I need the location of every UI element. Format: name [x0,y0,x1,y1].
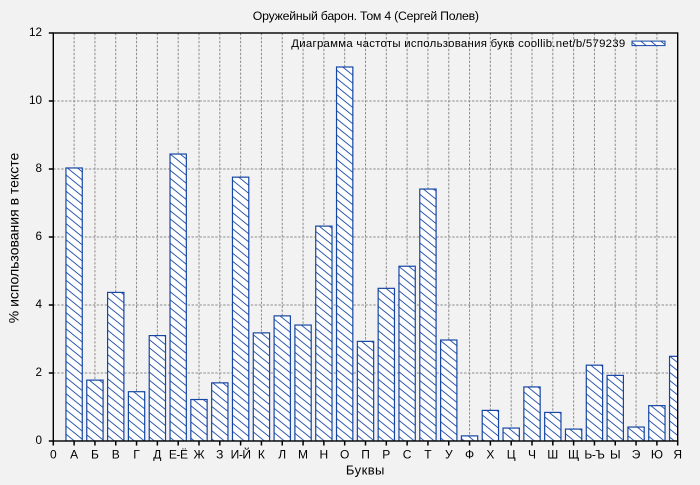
svg-text:Ч: Ч [528,447,536,461]
svg-text:Диаграмма частоты использовани: Диаграмма частоты использования букв coo… [291,38,625,50]
svg-text:И-Й: И-Й [231,446,251,461]
svg-text:А: А [70,447,78,461]
svg-text:10: 10 [29,94,43,107]
svg-text:Б: Б [91,447,99,461]
svg-text:Н: Н [320,447,329,461]
svg-text:Э: Э [632,447,641,461]
svg-text:С: С [403,447,412,461]
svg-text:4: 4 [35,298,42,311]
svg-text:В: В [112,447,120,461]
svg-text:Ц: Ц [507,447,516,461]
svg-text:Д: Д [153,447,161,461]
svg-text:Оружейный барон. Том 4 (Сергей: Оружейный барон. Том 4 (Сергей Полев) [253,9,479,23]
svg-text:Ю: Ю [651,447,663,461]
svg-text:Г: Г [133,447,140,461]
svg-text:12: 12 [29,26,42,39]
svg-text:Ж: Ж [193,447,204,461]
svg-text:Т: Т [424,447,432,461]
svg-text:Я: Я [673,447,682,461]
svg-text:Р: Р [382,447,390,461]
svg-text:Ф: Ф [465,447,474,461]
svg-text:0: 0 [35,434,42,447]
svg-text:% использования в тексте: % использования в тексте [6,153,22,324]
svg-text:6: 6 [35,230,42,243]
svg-text:Ь-Ъ: Ь-Ъ [584,447,604,461]
svg-text:Буквы: Буквы [346,462,385,477]
svg-text:Ш: Ш [547,447,558,461]
svg-text:О: О [340,447,349,461]
svg-text:З: З [216,447,223,461]
svg-text:Ы: Ы [610,447,621,461]
svg-text:Х: Х [486,447,494,461]
svg-text:Е-Ё: Е-Ё [169,447,188,461]
svg-text:У: У [445,447,453,461]
svg-text:К: К [258,447,265,461]
svg-text:М: М [298,447,308,461]
svg-text:0: 0 [50,447,57,461]
svg-text:2: 2 [35,366,42,379]
svg-text:П: П [361,447,370,461]
svg-text:Л: Л [278,447,286,461]
svg-text:8: 8 [35,162,42,175]
svg-text:Щ: Щ [568,447,579,461]
